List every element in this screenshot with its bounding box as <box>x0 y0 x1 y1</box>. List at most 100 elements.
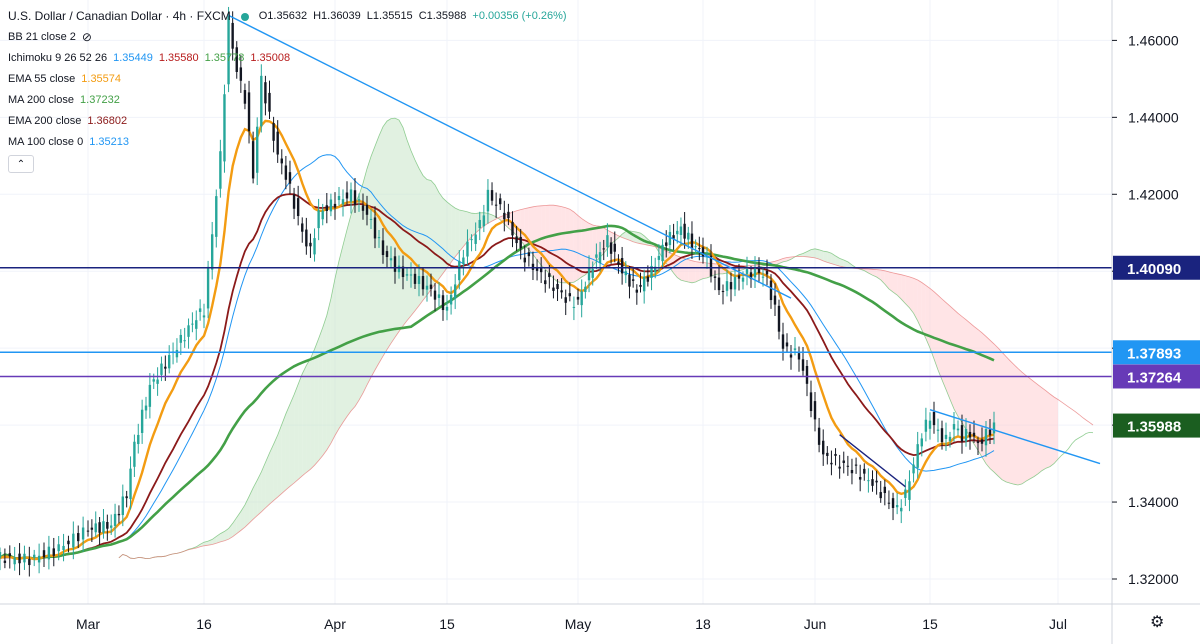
candle-body <box>256 126 259 173</box>
candle-body <box>503 212 506 220</box>
candle-body <box>381 240 385 256</box>
candle-body <box>757 266 761 273</box>
candle-body <box>527 252 531 257</box>
cloud-segment <box>298 373 303 480</box>
candle-body <box>94 523 97 533</box>
indicator-value: 1.35778 <box>204 52 245 64</box>
candle-body <box>956 428 960 431</box>
candle-body <box>654 266 657 273</box>
x-tick-label: 15 <box>922 616 938 632</box>
indicator-value: 1.35574 <box>81 73 122 85</box>
price-label-text: 1.35988 <box>1127 419 1181 436</box>
candle-body <box>749 272 753 279</box>
open-value: O1.35632 <box>258 10 308 22</box>
cloud-segment <box>343 229 347 423</box>
cloud-segment <box>269 444 274 505</box>
cloud-segment <box>220 531 225 542</box>
cloud-segment <box>355 195 359 407</box>
indicator-row[interactable]: EMA 200 close 1.36802 <box>8 111 567 132</box>
candle-body <box>202 315 206 318</box>
price-label-text: 1.37264 <box>1127 369 1182 386</box>
candle-body <box>223 94 226 162</box>
indicator-row[interactable]: BB 21 close 2 ⊘ <box>8 27 567 48</box>
cloud-segment <box>549 205 554 279</box>
candle-body <box>598 252 602 264</box>
candle-body <box>23 553 26 563</box>
candle-body <box>499 198 502 205</box>
cloud-segment <box>872 269 877 278</box>
candle-body <box>867 480 870 482</box>
candle-body <box>535 267 539 271</box>
candle-body <box>421 276 425 290</box>
cloud-segment <box>699 262 703 281</box>
candle-body <box>90 527 94 530</box>
candle-body <box>433 290 437 300</box>
cloud-segment <box>265 453 270 509</box>
cloud-segment <box>715 263 719 275</box>
cloud-segment <box>847 261 852 269</box>
candle-body <box>709 255 713 277</box>
candle-body <box>417 276 421 285</box>
candle-body <box>405 274 409 276</box>
candle-body <box>628 274 631 287</box>
candle-body <box>164 366 167 369</box>
candle-body <box>47 546 51 560</box>
price-label-text: 1.37893 <box>1127 345 1181 362</box>
legend: U.S. Dollar / Canadian Dollar · 4h · FXC… <box>8 6 567 173</box>
candle-body <box>33 554 36 558</box>
cloud-segment <box>897 273 902 300</box>
candle-body <box>793 348 797 350</box>
candle-body <box>940 428 944 442</box>
candle-body <box>665 242 668 246</box>
cloud-segment <box>600 226 604 258</box>
candle-body <box>168 355 171 369</box>
candle-body <box>81 527 85 540</box>
candle-body <box>369 218 373 220</box>
cloud-segment <box>868 269 873 276</box>
x-tick-label: May <box>565 616 591 632</box>
indicator-row[interactable]: EMA 55 close 1.35574 <box>8 69 567 90</box>
indicator-row[interactable]: MA 100 close 0 1.35213 <box>8 132 567 153</box>
cloud-segment <box>281 413 286 494</box>
indicator-label: MA 100 close 0 <box>8 136 84 148</box>
cloud-segment <box>249 487 254 524</box>
cloud-segment <box>375 135 379 370</box>
y-tick-label: 1.42000 <box>1128 186 1179 202</box>
x-tick-label: 16 <box>196 616 212 632</box>
cloud-segment <box>1054 396 1058 464</box>
hidden-eye-icon[interactable]: ⊘ <box>81 30 92 44</box>
candle-body <box>345 192 349 199</box>
cloud-segment <box>998 347 1002 480</box>
candle-body <box>777 305 781 332</box>
collapse-legend-button[interactable]: ⌃ <box>8 155 34 173</box>
candle-body <box>37 555 41 563</box>
candle-body <box>650 265 653 278</box>
candle-body <box>191 323 194 325</box>
cloud-segment <box>888 271 894 293</box>
indicator-row[interactable]: MA 200 close 1.37232 <box>8 90 567 111</box>
cloud-segment <box>318 327 323 461</box>
candle-body <box>67 540 70 545</box>
cloud-segment <box>395 118 399 338</box>
candle-body <box>523 257 526 263</box>
indicator-row[interactable]: Ichimoku 9 26 52 26 1.35449 1.35580 1.35778… <box>8 48 567 69</box>
candle-body <box>365 204 369 215</box>
candle-body <box>140 409 144 433</box>
cloud-segment <box>516 209 521 241</box>
candle-body <box>838 466 841 469</box>
cloud-segment <box>294 384 299 483</box>
cloud-segment <box>330 278 335 444</box>
candle-body <box>317 210 320 229</box>
cloud-segment <box>240 504 245 531</box>
symbol-title[interactable]: U.S. Dollar / Canadian Dollar · 4h · FXC… <box>8 9 231 23</box>
settings-gear-icon[interactable]: ⚙ <box>1150 614 1165 631</box>
candle-body <box>377 237 381 239</box>
ma200-line <box>0 224 995 560</box>
candle-body <box>944 434 948 439</box>
candle-body <box>737 275 741 279</box>
candle-body <box>3 560 7 563</box>
candle-body <box>580 291 583 306</box>
cloud-segment <box>581 218 586 277</box>
cloud-segment <box>691 260 696 283</box>
